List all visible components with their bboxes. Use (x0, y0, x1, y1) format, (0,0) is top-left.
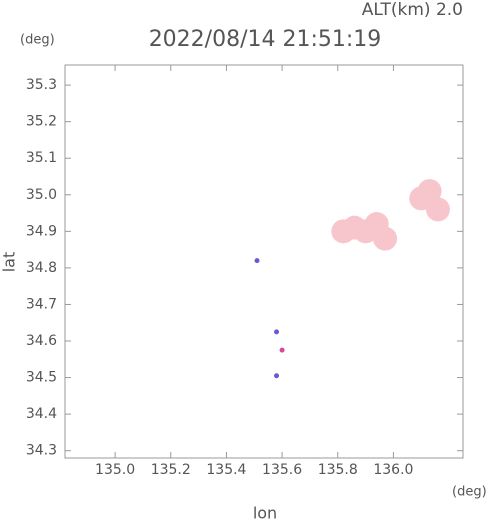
x-axis-label: lon (253, 504, 277, 521)
y-tick-label: 34.7 (26, 296, 57, 312)
y-tick-label: 35.2 (26, 114, 57, 130)
y-tick-label: 34.9 (26, 223, 57, 239)
x-tick-label: 135.8 (318, 462, 358, 478)
echo-point (373, 226, 398, 251)
y-tick-label: 35.0 (26, 187, 57, 203)
y-tick-label: 34.8 (26, 260, 57, 276)
y-axis-label: lat (0, 252, 19, 273)
echo-point (425, 197, 450, 222)
x-tick-label: 135.2 (151, 462, 191, 478)
y-tick-label: 35.3 (26, 77, 57, 93)
x-tick-label: 135.6 (262, 462, 302, 478)
echo-point (274, 329, 280, 335)
y-tick-label: 35.1 (26, 150, 57, 166)
x-tick-label: 135.0 (95, 462, 135, 478)
x-tick-label: 135.4 (206, 462, 246, 478)
altitude-label: ALT(km) 2.0 (362, 0, 463, 20)
echo-point (254, 258, 260, 264)
echo-point (417, 179, 442, 204)
y-tick-label: 34.3 (26, 443, 57, 459)
x-tick-label: 136.0 (373, 462, 413, 478)
chart-title: 2022/08/14 21:51:19 (149, 27, 382, 52)
y-tick-label: 34.5 (26, 370, 57, 386)
echo-point (274, 373, 280, 379)
y-unit: (deg) (20, 33, 55, 48)
x-unit: (deg) (452, 485, 487, 500)
y-tick-label: 34.6 (26, 333, 57, 349)
plot-frame (64, 64, 464, 459)
echo-point (279, 347, 285, 353)
y-tick-label: 34.4 (26, 406, 57, 422)
